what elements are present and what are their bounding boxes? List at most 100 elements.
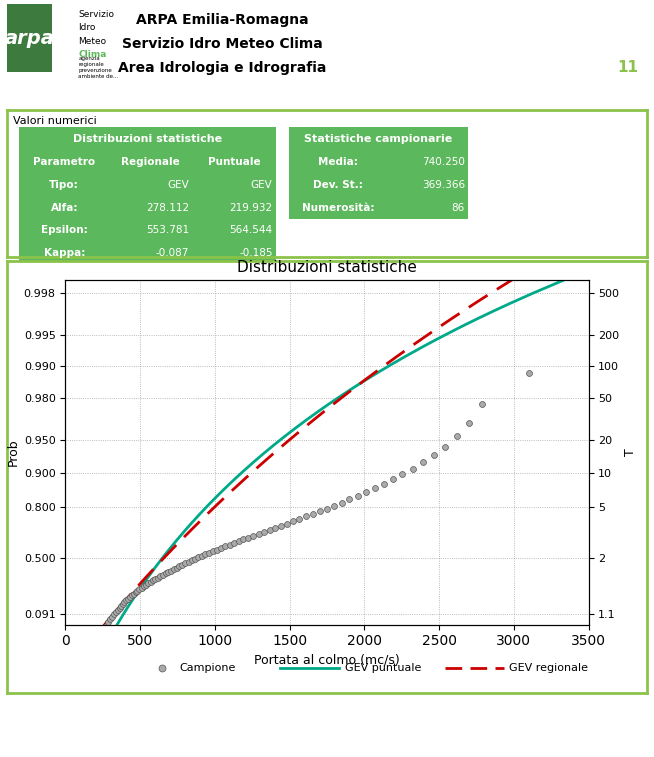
Bar	[109, 242, 192, 265]
Text: Reno a Casalecchio: Reno a Casalecchio	[230, 90, 424, 107]
Bar	[20, 242, 109, 265]
Campione	[197, 550, 207, 562]
Text: Dev. St.:: Dev. St.:	[313, 179, 363, 190]
Text: Servizio Idro Meteo Clima: Servizio Idro Meteo Clima	[122, 37, 322, 51]
Campione	[145, 576, 156, 588]
Campione	[163, 566, 173, 578]
Campione	[360, 486, 371, 498]
Text: ARPA Emilia-Romagna: ARPA Emilia-Romagna	[136, 13, 309, 26]
Campione	[477, 398, 488, 410]
Campione	[407, 463, 418, 475]
Campione	[96, 629, 107, 641]
Bar	[192, 151, 276, 173]
Bar	[192, 196, 276, 219]
GEV puntuale	[128, 596, 136, 605]
Campione	[169, 563, 179, 575]
Text: Clima: Clima	[78, 51, 107, 59]
Campione	[307, 508, 318, 520]
Campione	[186, 554, 197, 566]
GEV puntuale	[147, 569, 155, 578]
Text: Puntuale: Puntuale	[208, 157, 260, 167]
GEV puntuale	[170, 539, 178, 548]
Bar	[109, 173, 192, 196]
Campione	[264, 524, 275, 536]
Campione	[158, 569, 168, 581]
Line: GEV puntuale: GEV puntuale	[96, 280, 564, 662]
Text: 278.112: 278.112	[146, 203, 189, 213]
Text: arpa: arpa	[5, 29, 54, 48]
Y-axis label: T: T	[624, 448, 636, 456]
Campione	[301, 510, 311, 522]
Campione	[193, 551, 203, 563]
Bar	[109, 196, 192, 219]
Text: Kappa:: Kappa:	[44, 248, 85, 258]
Campione	[224, 539, 235, 551]
Text: 86: 86	[451, 203, 465, 213]
GEV puntuale	[124, 603, 131, 612]
Campione	[98, 624, 109, 636]
Campione	[249, 530, 259, 542]
GEV regionale	[114, 604, 122, 613]
Text: Alfa:: Alfa:	[50, 203, 78, 213]
Text: Tipo:: Tipo:	[49, 179, 79, 190]
Campione	[121, 594, 131, 606]
Text: Parametro: Parametro	[33, 157, 95, 167]
Campione	[165, 565, 176, 577]
Campione	[315, 505, 325, 517]
Campione	[171, 562, 182, 574]
GEV regionale	[170, 543, 178, 552]
Text: Epsilon:: Epsilon:	[41, 226, 88, 235]
GEV puntuale	[131, 590, 139, 600]
Text: Media:: Media:	[318, 157, 358, 167]
Campione	[118, 598, 128, 610]
Campione	[288, 516, 298, 528]
Campione	[101, 620, 111, 632]
Campione	[150, 573, 160, 585]
Text: GEV puntuale: GEV puntuale	[345, 663, 421, 673]
Bar	[7, 4, 52, 72]
GEV regionale	[198, 516, 205, 525]
Campione	[276, 519, 286, 531]
Campione	[109, 608, 119, 620]
Campione	[397, 469, 407, 481]
Campione	[243, 531, 254, 544]
Campione	[143, 578, 154, 590]
Text: agenzia
regionale
prevenzione
ambiente de...: agenzia regionale prevenzione ambiente d…	[78, 56, 119, 79]
Campione	[208, 545, 218, 557]
Campione	[155, 570, 165, 582]
Campione	[137, 581, 147, 593]
Campione	[282, 518, 292, 530]
Campione	[440, 441, 451, 453]
X-axis label: Portata al colmo (mc/s): Portata al colmo (mc/s)	[254, 654, 400, 667]
Campione	[212, 544, 222, 556]
Campione	[177, 559, 188, 571]
Text: 219.932: 219.932	[230, 203, 273, 213]
Campione	[524, 366, 534, 378]
Text: Meteo: Meteo	[78, 37, 107, 46]
Campione	[127, 590, 137, 602]
Campione	[130, 586, 141, 598]
Campione	[92, 637, 103, 649]
Campione	[141, 579, 151, 591]
Campione	[119, 596, 129, 608]
Campione	[174, 560, 184, 572]
Y-axis label: Prob: Prob	[7, 438, 20, 466]
Bar	[20, 196, 109, 219]
Campione	[129, 587, 139, 600]
Campione	[370, 482, 380, 494]
Campione	[160, 567, 171, 579]
Campione	[229, 537, 239, 549]
Text: Regionale: Regionale	[122, 157, 180, 167]
Campione	[270, 522, 281, 534]
Bar	[387, 196, 468, 219]
Campione	[132, 584, 143, 597]
Campione	[418, 456, 428, 469]
Bar	[20, 219, 109, 242]
Text: 564.544: 564.544	[230, 226, 273, 235]
Bar	[192, 173, 276, 196]
Text: 11: 11	[617, 60, 638, 75]
Bar	[387, 151, 468, 173]
Text: Valori numerici: Valori numerici	[13, 116, 97, 126]
Text: Servizio: Servizio	[78, 10, 114, 19]
Campione	[238, 534, 249, 546]
